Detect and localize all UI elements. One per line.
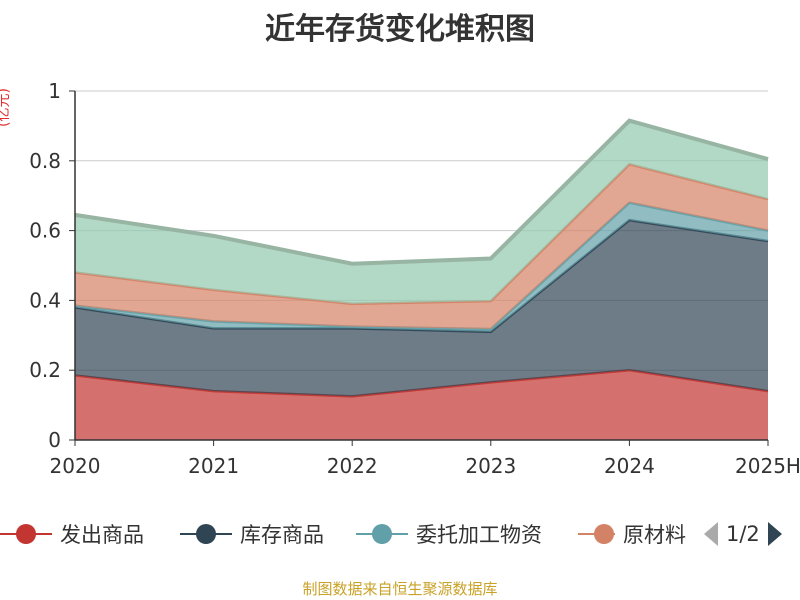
legend-marker-icon bbox=[180, 524, 232, 544]
x-tick-label: 2021 bbox=[188, 454, 239, 478]
legend-item-0[interactable]: 发出商品 bbox=[0, 514, 144, 554]
x-tick-label: 2025H bbox=[735, 454, 800, 478]
legend-marker-icon bbox=[0, 524, 52, 544]
y-tick-label: 0.4 bbox=[29, 288, 61, 312]
y-tick-label: 0.8 bbox=[29, 149, 61, 173]
stacked-area-chart: 0 0.2 0.4 0.6 0.8 1 2020 2021 2022 2023 2024 2025H bbox=[29, 79, 800, 478]
legend-label: 委托加工物资 bbox=[416, 523, 542, 547]
legend-item-1[interactable]: 库存商品 bbox=[180, 514, 324, 554]
area-series-0 bbox=[75, 370, 768, 440]
legend-label: 发出商品 bbox=[60, 523, 144, 547]
legend-pager: 1/2 bbox=[702, 514, 784, 554]
chart-title: 近年存货变化堆积图 bbox=[265, 12, 535, 47]
legend-page-indicator: 1/2 bbox=[726, 522, 760, 546]
area-series-1 bbox=[75, 220, 768, 397]
y-tick-label: 1 bbox=[48, 79, 61, 103]
x-tick-label: 2023 bbox=[465, 454, 516, 478]
legend-label: 原材料 bbox=[623, 523, 686, 547]
area-series-4 bbox=[75, 120, 768, 304]
x-tick-label: 2022 bbox=[327, 454, 378, 478]
legend-marker-icon bbox=[356, 524, 408, 544]
top-outline bbox=[74, 118, 769, 266]
y-tick-label: 0 bbox=[48, 428, 61, 452]
y-tick-label: 0.6 bbox=[29, 219, 61, 243]
prev-page-icon[interactable] bbox=[702, 520, 720, 548]
chart-legend: 发出商品 库存商品 委托加工物资 原材料 bbox=[0, 514, 800, 554]
legend-item-3[interactable]: 原材料 bbox=[578, 514, 686, 554]
x-tick-label: 2024 bbox=[604, 454, 655, 478]
data-source-footer: 制图数据来自恒生聚源数据库 bbox=[302, 580, 498, 598]
x-tick-label: 2020 bbox=[50, 454, 101, 478]
legend-marker-icon bbox=[578, 524, 615, 544]
legend-label: 库存商品 bbox=[240, 523, 324, 547]
area-series-3 bbox=[75, 164, 768, 330]
next-page-icon[interactable] bbox=[766, 520, 784, 548]
y-tick-label: 0.2 bbox=[29, 358, 61, 382]
legend-item-2[interactable]: 委托加工物资 bbox=[356, 514, 542, 554]
